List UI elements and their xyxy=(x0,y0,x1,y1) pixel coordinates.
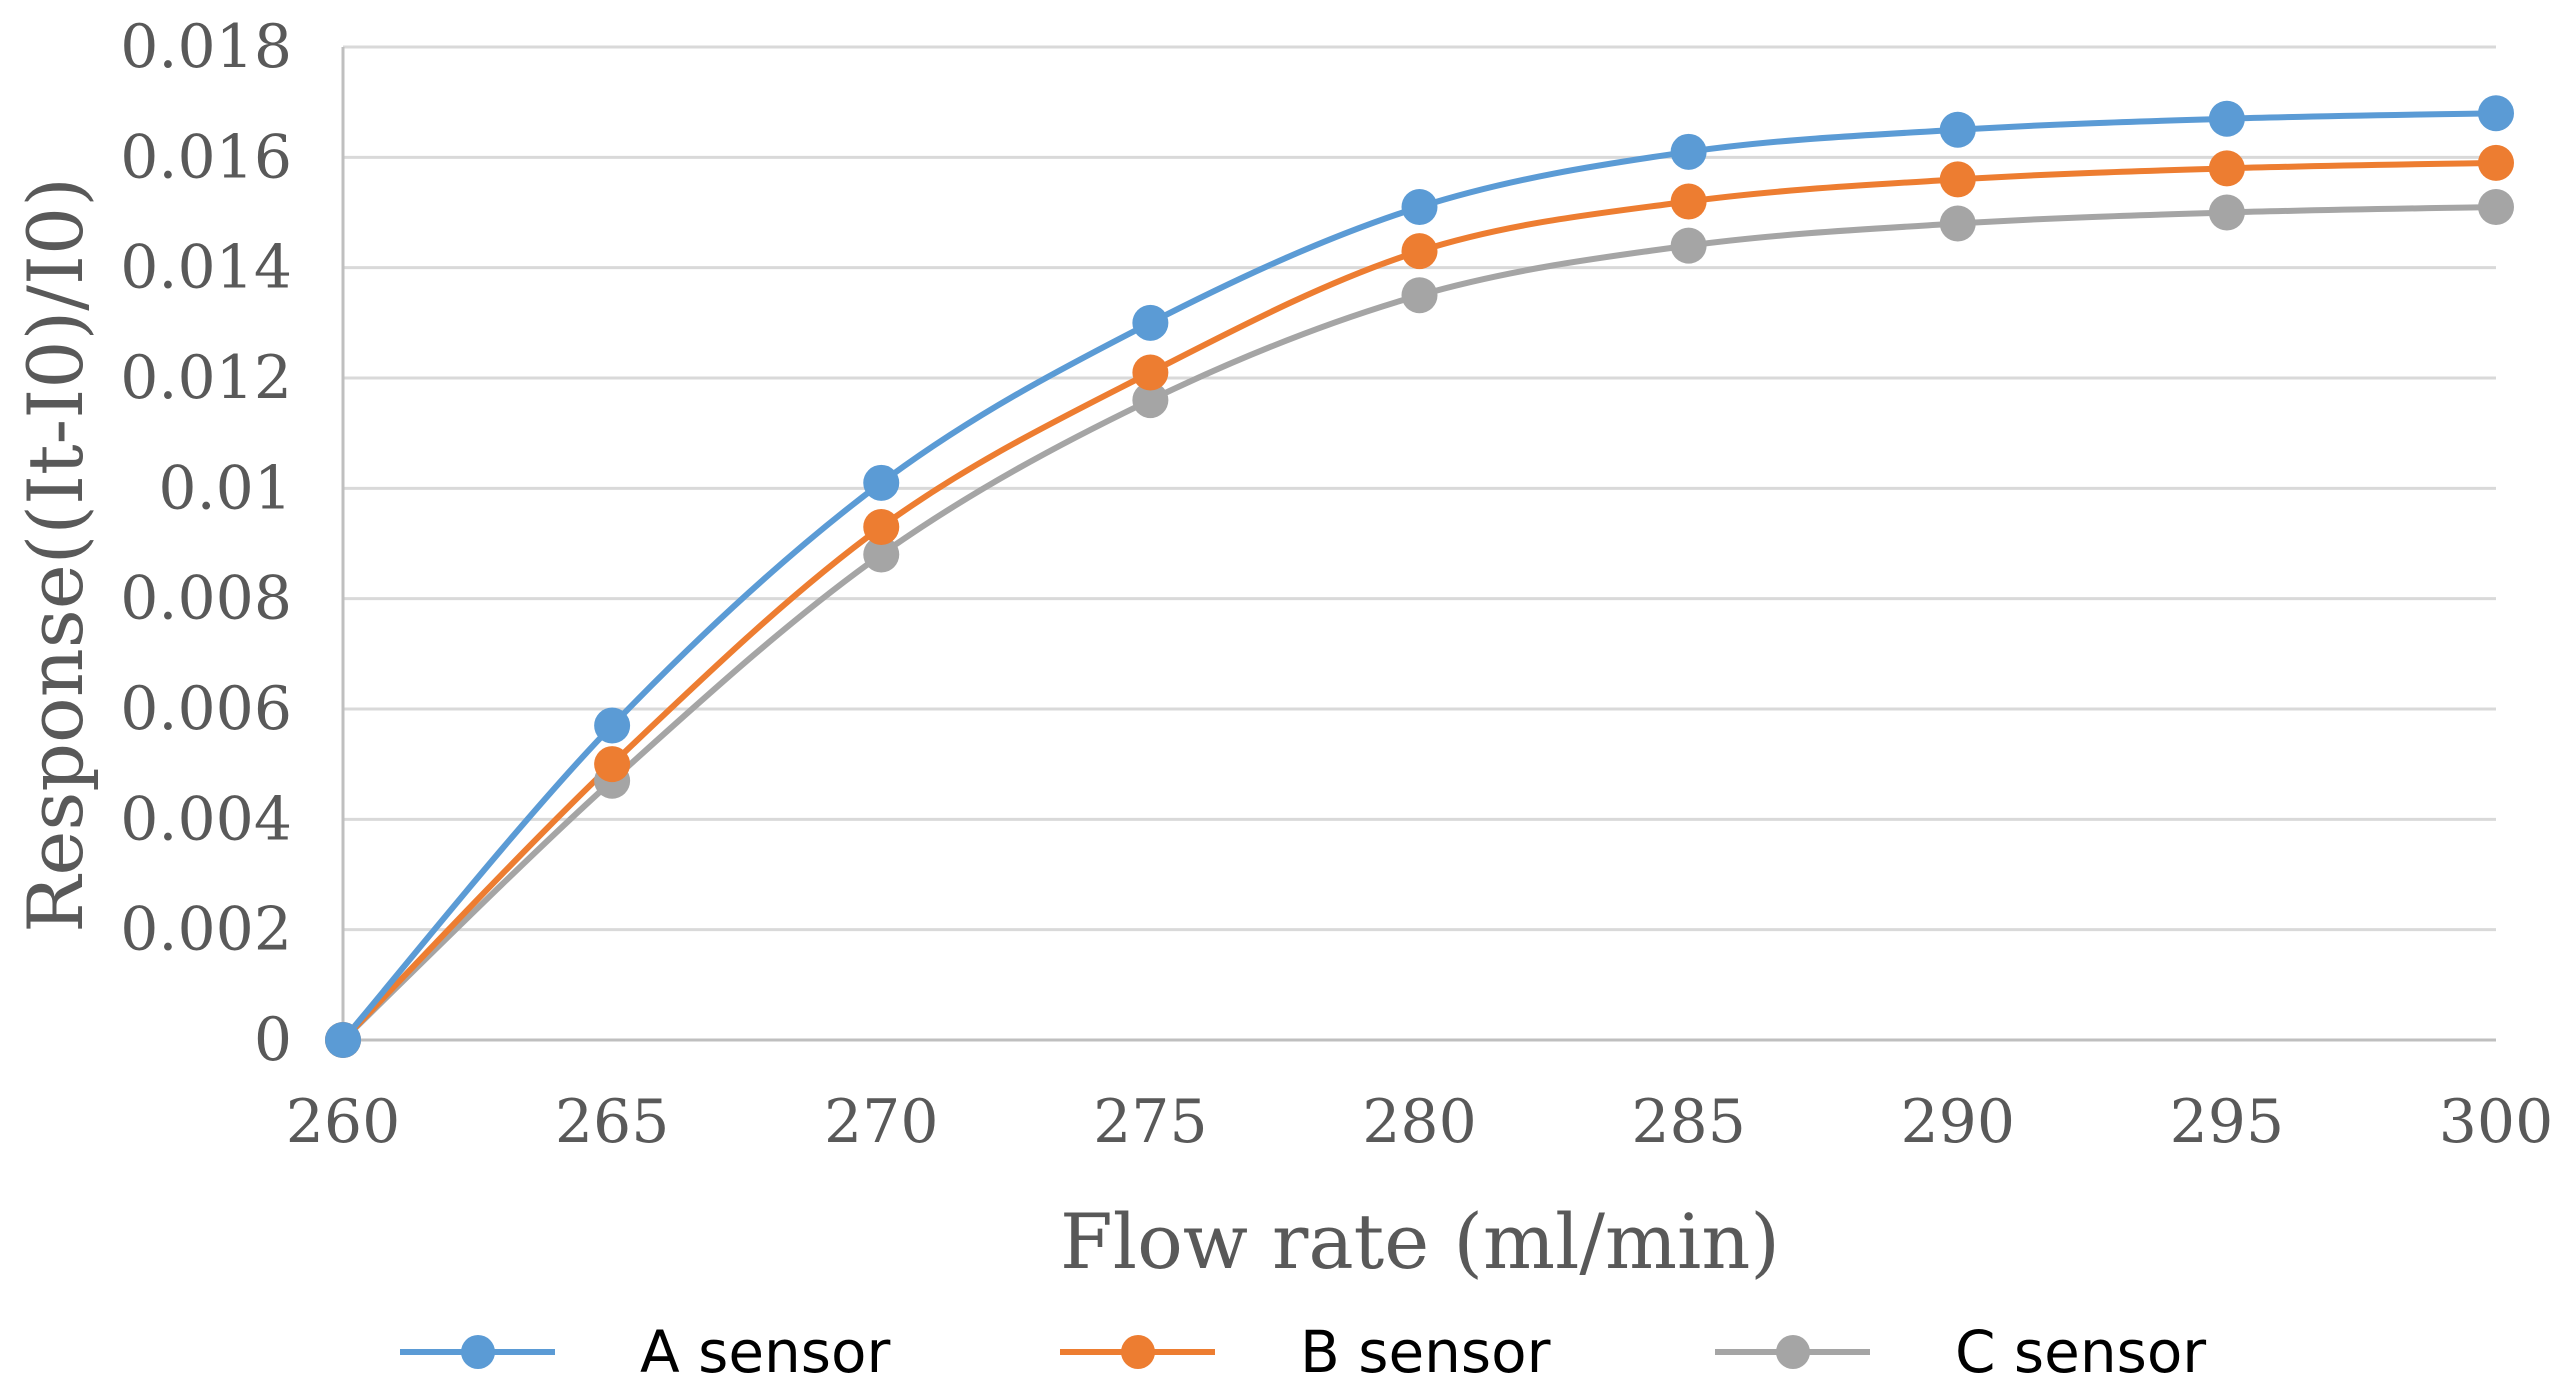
legend-item-a-sensor: A sensor xyxy=(400,1318,890,1386)
gridlines xyxy=(343,45,2496,932)
data-point-b-sensor-285 xyxy=(1670,183,1707,220)
x-tick-label: 265 xyxy=(555,1087,670,1157)
y-tick-label: 0.002 xyxy=(120,895,292,965)
legend-label: C sensor xyxy=(1955,1318,2206,1386)
y-tick-label: 0.006 xyxy=(120,674,292,744)
y-axis-title: Response((It-I0)/I0) xyxy=(11,177,100,933)
data-point-a-sensor-300 xyxy=(2478,95,2514,132)
x-tick-label: 270 xyxy=(824,1087,939,1157)
data-point-b-sensor-280 xyxy=(1401,233,1438,270)
x-axis-title: Flow rate (ml/min) xyxy=(1060,1197,1780,1286)
data-point-b-sensor-275 xyxy=(1132,354,1169,391)
legend-item-c-sensor: C sensor xyxy=(1715,1318,2206,1386)
data-point-c-sensor-280 xyxy=(1401,277,1438,314)
data-point-a-sensor-280 xyxy=(1401,188,1438,225)
y-tick-label: 0.012 xyxy=(120,343,292,413)
axes xyxy=(341,47,2496,1042)
x-tick-labels: 260 265 270 275 280 285 290 295 300 xyxy=(286,1087,2554,1157)
legend-label: A sensor xyxy=(640,1318,890,1386)
legend: A sensor B sensor C sensor xyxy=(400,1318,2206,1386)
y-tick-label: 0 xyxy=(254,1005,292,1075)
x-tick-label: 280 xyxy=(1362,1087,1477,1157)
legend-item-b-sensor: B sensor xyxy=(1060,1318,1551,1386)
data-point-b-sensor-290 xyxy=(1939,161,1976,198)
y-tick-label: 0.008 xyxy=(120,564,292,634)
x-tick-label: 290 xyxy=(1900,1087,2015,1157)
legend-marker xyxy=(1121,1335,1155,1369)
data-point-a-sensor-265 xyxy=(594,707,631,744)
series-line-c-sensor xyxy=(340,203,2499,1043)
x-tick-label: 285 xyxy=(1631,1087,1746,1157)
data-point-a-sensor-275 xyxy=(1132,304,1169,341)
series-lines xyxy=(340,110,2499,1043)
data-point-a-sensor-285 xyxy=(1670,133,1707,170)
legend-label: B sensor xyxy=(1300,1318,1551,1386)
data-point-c-sensor-300 xyxy=(2478,188,2514,225)
data-point-a-sensor-260 xyxy=(325,1022,361,1058)
data-point-b-sensor-265 xyxy=(594,746,631,783)
series-line-a-sensor xyxy=(340,110,2499,1043)
data-point-a-sensor-290 xyxy=(1939,111,1976,148)
data-point-c-sensor-270 xyxy=(863,536,900,573)
data-point-c-sensor-285 xyxy=(1670,227,1707,264)
y-tick-label: 0.014 xyxy=(120,233,292,303)
y-tick-label: 0.01 xyxy=(158,453,292,523)
data-point-b-sensor-300 xyxy=(2478,144,2514,181)
legend-marker xyxy=(461,1335,495,1369)
data-point-a-sensor-295 xyxy=(2208,100,2245,137)
y-tick-label: 0.004 xyxy=(120,784,292,854)
x-tick-label: 295 xyxy=(2170,1087,2285,1157)
data-point-a-sensor-270 xyxy=(863,464,900,501)
y-tick-labels: 0 0.002 0.004 0.006 0.008 0.01 0.012 0.014 0.016… xyxy=(120,12,292,1075)
series-markers xyxy=(325,95,2514,1058)
y-tick-label: 0.016 xyxy=(120,122,292,192)
legend-marker xyxy=(1776,1335,1810,1369)
data-point-b-sensor-270 xyxy=(863,508,900,545)
series-line-b-sensor xyxy=(340,159,2499,1043)
data-point-b-sensor-295 xyxy=(2208,150,2245,187)
data-point-c-sensor-275 xyxy=(1132,382,1169,419)
x-tick-label: 260 xyxy=(286,1087,401,1157)
data-point-c-sensor-295 xyxy=(2208,194,2245,231)
x-tick-label: 300 xyxy=(2439,1087,2554,1157)
y-tick-label: 0.018 xyxy=(120,12,292,82)
data-point-c-sensor-290 xyxy=(1939,205,1976,242)
x-tick-label: 275 xyxy=(1093,1087,1208,1157)
